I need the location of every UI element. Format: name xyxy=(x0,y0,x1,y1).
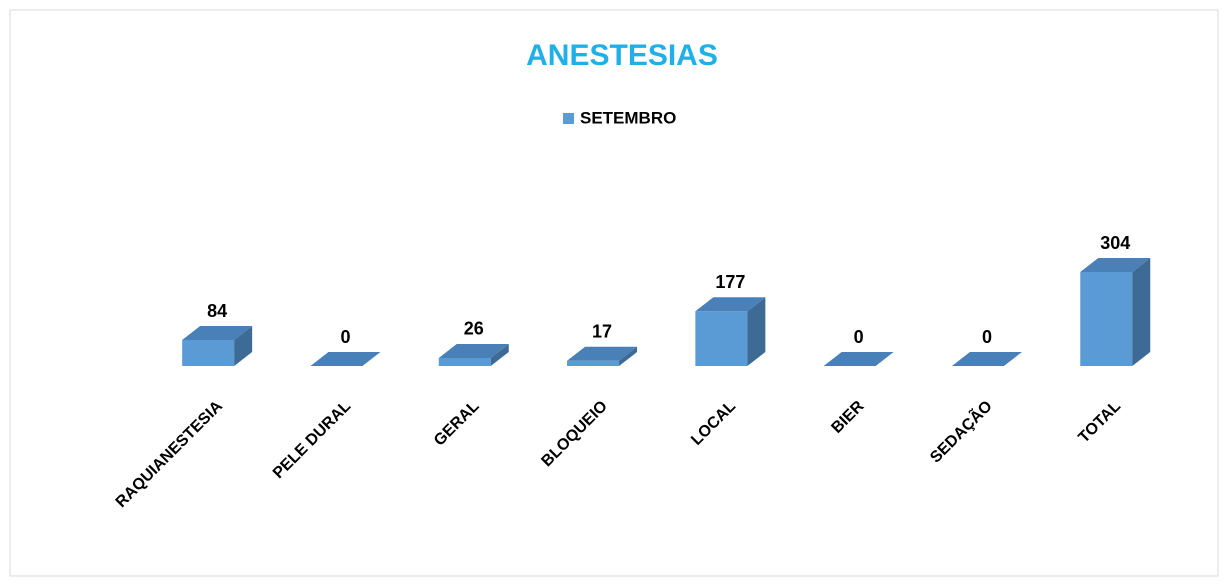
bar-top xyxy=(567,346,638,361)
bar-top xyxy=(695,297,766,312)
bar-front xyxy=(1080,272,1133,366)
chart-border xyxy=(9,9,1219,577)
bar-front xyxy=(567,360,620,366)
legend-swatch xyxy=(563,113,574,124)
value-label: 84 xyxy=(207,301,227,321)
legend-label: SETEMBRO xyxy=(580,108,676,127)
bar xyxy=(695,297,766,366)
value-label: 0 xyxy=(982,327,992,347)
bar-side xyxy=(490,343,509,366)
bar xyxy=(438,343,509,366)
bar-side xyxy=(747,297,766,366)
value-label: 17 xyxy=(592,321,612,341)
bar xyxy=(310,352,381,366)
bar-top xyxy=(1080,258,1151,272)
bar-front xyxy=(182,340,235,366)
bar xyxy=(182,326,253,366)
bar-top xyxy=(438,343,509,358)
value-label: 0 xyxy=(340,327,350,347)
bar xyxy=(1080,258,1151,366)
value-label: 177 xyxy=(715,272,745,292)
bar xyxy=(951,352,1022,366)
bar xyxy=(567,346,638,366)
bar-side xyxy=(1132,258,1151,366)
bar-side xyxy=(619,346,638,366)
bar-top xyxy=(951,352,1022,366)
bar-top xyxy=(823,352,894,366)
bar-front xyxy=(695,311,748,366)
value-label: 304 xyxy=(1100,233,1130,253)
bar xyxy=(823,352,894,366)
chart-title: ANESTESIAS xyxy=(526,39,718,72)
bar-side xyxy=(234,326,253,366)
bar-top xyxy=(310,352,381,366)
bar-front xyxy=(438,357,491,366)
value-label: 26 xyxy=(464,319,484,339)
bar-top xyxy=(182,326,253,341)
value-label: 0 xyxy=(854,327,864,347)
